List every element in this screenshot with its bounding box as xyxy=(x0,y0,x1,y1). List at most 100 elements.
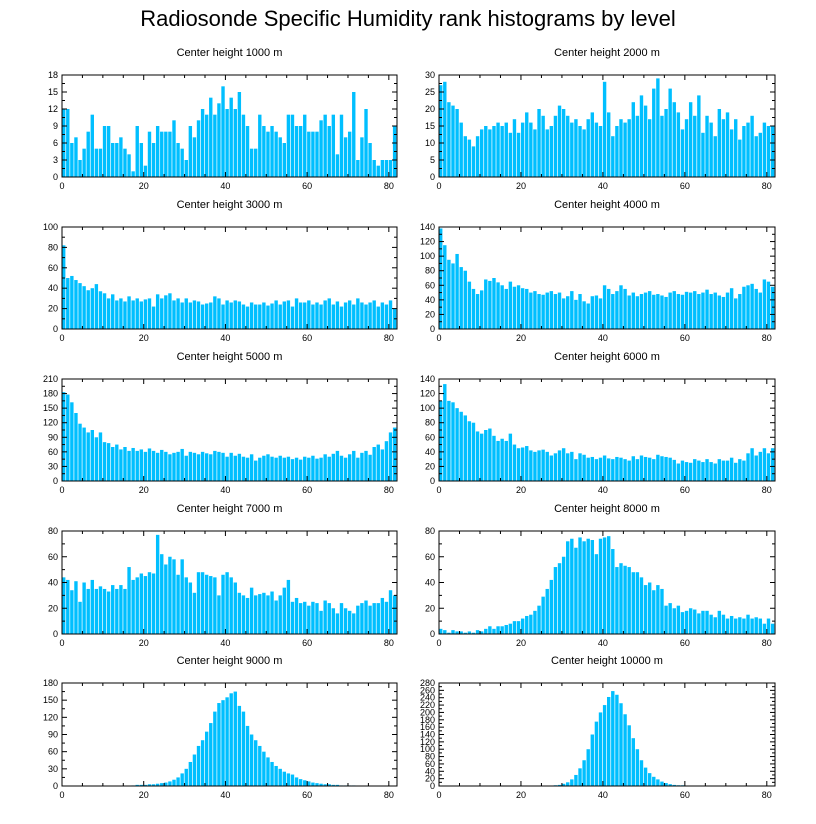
histogram-bar xyxy=(307,131,311,177)
x-tick-label: 0 xyxy=(59,333,64,343)
histogram-bar xyxy=(668,457,672,481)
histogram-bar xyxy=(155,534,160,634)
histogram-bar xyxy=(262,751,266,786)
histogram-bar xyxy=(123,301,127,329)
histogram-bar xyxy=(307,781,311,786)
histogram-bar xyxy=(376,603,380,634)
histogram-bar xyxy=(684,119,689,177)
panel-title: Center height 1000 m xyxy=(177,47,283,59)
histogram-bar xyxy=(217,703,221,786)
histogram-bar xyxy=(290,601,295,634)
histogram-bar xyxy=(439,400,443,481)
histogram-bar xyxy=(619,457,623,481)
histogram-bar xyxy=(586,749,590,786)
histogram-bar xyxy=(729,615,734,634)
histogram-bar xyxy=(447,632,451,634)
histogram-bar xyxy=(537,605,541,634)
y-tick-label: 60 xyxy=(425,280,435,290)
y-tick-label: 5 xyxy=(430,155,435,165)
histogram-bar xyxy=(602,285,607,329)
histogram-bar xyxy=(537,450,541,481)
histogram-bar xyxy=(529,122,533,177)
histogram-bar xyxy=(635,749,640,786)
histogram-bar xyxy=(213,296,217,329)
histogram-bar xyxy=(463,270,467,329)
y-tick-label: 100 xyxy=(420,744,435,754)
histogram-bar xyxy=(188,582,193,634)
x-tick-label: 60 xyxy=(302,333,312,343)
x-tick-label: 20 xyxy=(139,638,149,648)
histogram-bar xyxy=(196,454,201,481)
histogram-bar xyxy=(139,143,144,177)
histogram-bar xyxy=(660,115,664,177)
histogram-bar xyxy=(384,441,389,481)
histogram-bar xyxy=(147,448,152,481)
histogram-bar xyxy=(652,459,656,481)
histogram-bar xyxy=(709,294,713,329)
histogram-bar xyxy=(249,148,254,177)
histogram-bar xyxy=(607,288,611,329)
histogram-bar xyxy=(545,292,549,329)
y-tick-label: 140 xyxy=(420,222,435,232)
histogram-bar xyxy=(376,165,380,177)
histogram-bar xyxy=(290,114,295,177)
histogram-bar xyxy=(364,450,368,481)
histogram-bar xyxy=(164,451,168,481)
histogram-bar xyxy=(734,618,738,634)
histogram-bar xyxy=(204,114,209,177)
histogram-bar xyxy=(335,301,340,329)
histogram-bar xyxy=(66,394,70,481)
histogram-bar xyxy=(294,597,299,634)
y-tick-label: 0 xyxy=(53,781,58,791)
histogram-bar xyxy=(245,597,250,634)
histogram-bar xyxy=(758,292,763,329)
histogram-bar xyxy=(225,456,229,481)
histogram-bar xyxy=(168,131,172,177)
histogram-bar xyxy=(221,574,225,634)
histogram-bar xyxy=(660,781,664,786)
histogram-bar xyxy=(303,456,307,481)
histogram-bar xyxy=(94,284,99,329)
y-tick-label: 180 xyxy=(43,389,58,399)
histogram-bar xyxy=(225,572,229,634)
y-tick-label: 60 xyxy=(425,759,435,769)
histogram-bar xyxy=(611,691,615,786)
histogram-bar xyxy=(647,291,652,329)
histogram-bar xyxy=(204,731,209,786)
histogram-bar xyxy=(139,573,144,634)
histogram-bar xyxy=(553,453,558,481)
histogram-bar xyxy=(70,590,74,634)
histogram-bar xyxy=(172,779,176,786)
y-tick-label: 0 xyxy=(53,476,58,486)
x-tick-label: 0 xyxy=(436,485,441,495)
histogram-bar xyxy=(282,771,286,786)
histogram-bar xyxy=(303,780,307,786)
histogram-bar xyxy=(680,294,685,329)
histogram-bar xyxy=(372,300,376,329)
histogram-bar xyxy=(455,408,459,481)
y-tick-label: 20 xyxy=(48,304,58,314)
histogram-bar xyxy=(343,608,348,634)
histogram-bar xyxy=(380,597,385,634)
histogram-bar xyxy=(221,86,225,177)
y-tick-label: 180 xyxy=(43,678,58,688)
histogram-bar xyxy=(750,283,754,329)
histogram-bar xyxy=(496,440,500,481)
histogram-bar xyxy=(590,112,595,177)
histogram-bar xyxy=(570,779,574,786)
histogram-bar xyxy=(684,462,689,481)
histogram-bar xyxy=(176,451,180,481)
y-tick-label: 100 xyxy=(420,251,435,261)
x-tick-label: 40 xyxy=(220,333,230,343)
histogram-bar xyxy=(204,453,209,481)
histogram-bar xyxy=(590,734,595,786)
histogram-bar xyxy=(188,761,193,786)
histogram-bar xyxy=(131,447,135,481)
histogram-bar xyxy=(713,292,717,329)
x-tick-label: 0 xyxy=(436,638,441,648)
y-tick-label: 60 xyxy=(425,432,435,442)
x-tick-label: 80 xyxy=(762,790,772,800)
histogram-bar xyxy=(561,109,566,177)
histogram-bar xyxy=(496,122,500,177)
histogram-bar xyxy=(94,588,99,634)
